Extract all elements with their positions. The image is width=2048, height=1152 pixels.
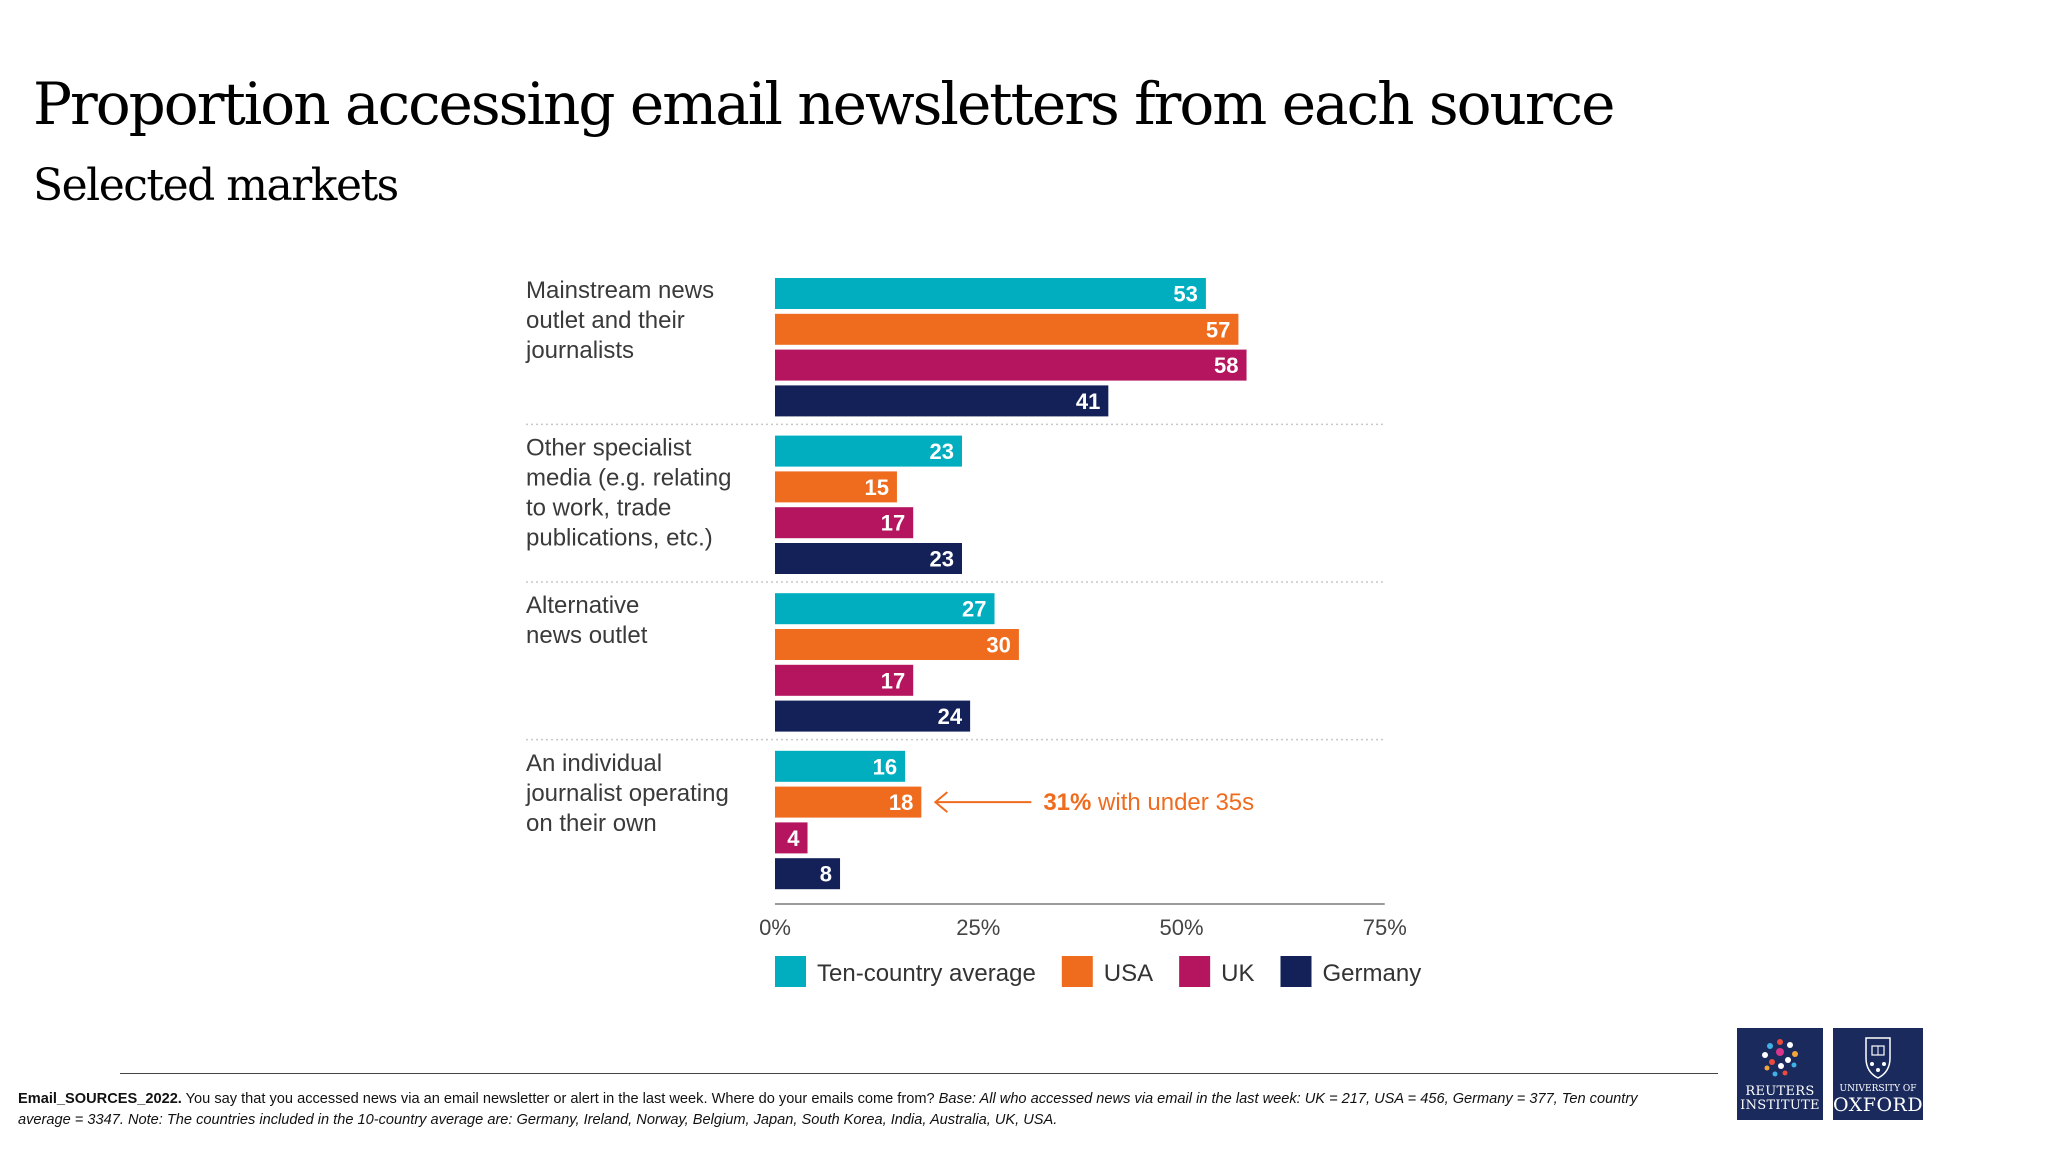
annotation-text: 31% with under 35s <box>1043 789 1254 816</box>
legend-swatch <box>1280 956 1312 987</box>
bar <box>775 507 914 539</box>
oxford-crest-icon <box>1865 1037 1891 1079</box>
legend-label: UK <box>1221 960 1254 987</box>
globe-dots-icon <box>1762 1039 1798 1077</box>
bar-value-label: 18 <box>889 790 913 815</box>
x-tick-label: 0% <box>759 915 791 940</box>
bar-value-label: 15 <box>864 475 888 500</box>
footnote-question: You say that you accessed news via an em… <box>181 1091 939 1107</box>
x-tick-label: 75% <box>1363 915 1407 940</box>
bar <box>775 629 1019 660</box>
legend-label: USA <box>1104 960 1153 987</box>
category-label: Alternative news outlet <box>526 592 648 649</box>
footer-divider <box>120 1073 1718 1074</box>
legend-label: Germany <box>1323 960 1422 987</box>
bar-chart: Mainstream news outlet and their journalis… <box>525 277 1422 987</box>
bar-value-label: 57 <box>1206 317 1230 342</box>
bar-value-label: 17 <box>881 668 905 693</box>
bar <box>775 349 1247 381</box>
bar <box>775 278 1206 309</box>
legend-swatch <box>1179 956 1211 987</box>
bar-value-label: 27 <box>962 597 986 622</box>
bar <box>775 471 897 503</box>
footnote-code: Email_SOURCES_2022. <box>18 1091 182 1107</box>
legend-swatch <box>1061 956 1093 987</box>
bar-value-label: 30 <box>986 633 1010 658</box>
bar <box>775 385 1109 417</box>
bar-value-label: 17 <box>881 511 905 536</box>
bar <box>775 858 841 890</box>
bar <box>775 593 995 625</box>
chart-title: Proportion accessing email newsletters f… <box>33 70 1615 138</box>
oxford-logo-line1: UNIVERSITY OF <box>1839 1084 1917 1094</box>
footnote-base: Base: All who accessed news via email in… <box>18 1091 1638 1128</box>
x-tick-label: 50% <box>1159 915 1203 940</box>
chart-subtitle: Selected markets <box>33 160 399 211</box>
legend-swatch <box>775 956 806 987</box>
legend-label: Ten-country average <box>817 960 1036 987</box>
bar-value-label: 8 <box>820 862 832 887</box>
category-label: Other specialist media (e.g. relating to w… <box>526 435 731 552</box>
bar-value-label: 58 <box>1214 353 1238 378</box>
bar-value-label: 24 <box>938 704 963 729</box>
bar <box>775 786 922 818</box>
bar-value-label: 23 <box>930 547 954 572</box>
bar <box>775 700 971 732</box>
bar <box>775 543 962 574</box>
annotation-arrowhead <box>933 791 948 813</box>
reuters-institute-logo: REUTERS INSTITUTE <box>1737 1028 1823 1120</box>
bar <box>775 822 808 854</box>
category-label: Mainstream news outlet and their journalis… <box>525 277 714 364</box>
bar <box>775 313 1239 345</box>
bar-value-label: 4 <box>787 826 800 851</box>
oxford-logo-line2: OXFORD <box>1833 1094 1924 1116</box>
bar <box>775 664 914 696</box>
x-tick-label: 25% <box>956 915 1000 940</box>
reuters-logo-line1: REUTERS <box>1745 1084 1815 1099</box>
bar-value-label: 16 <box>873 754 897 779</box>
bar <box>775 435 962 467</box>
footnote: Email_SOURCES_2022. You say that you acc… <box>18 1089 1638 1131</box>
category-label: An individual journalist operating on thei… <box>525 750 729 837</box>
bar-value-label: 41 <box>1076 389 1100 414</box>
bar-value-label: 53 <box>1173 282 1197 307</box>
bar <box>775 750 906 782</box>
bar-value-label: 23 <box>930 439 954 464</box>
university-of-oxford-logo: UNIVERSITY OF OXFORD <box>1833 1028 1923 1120</box>
reuters-logo-line2: INSTITUTE <box>1740 1098 1820 1113</box>
